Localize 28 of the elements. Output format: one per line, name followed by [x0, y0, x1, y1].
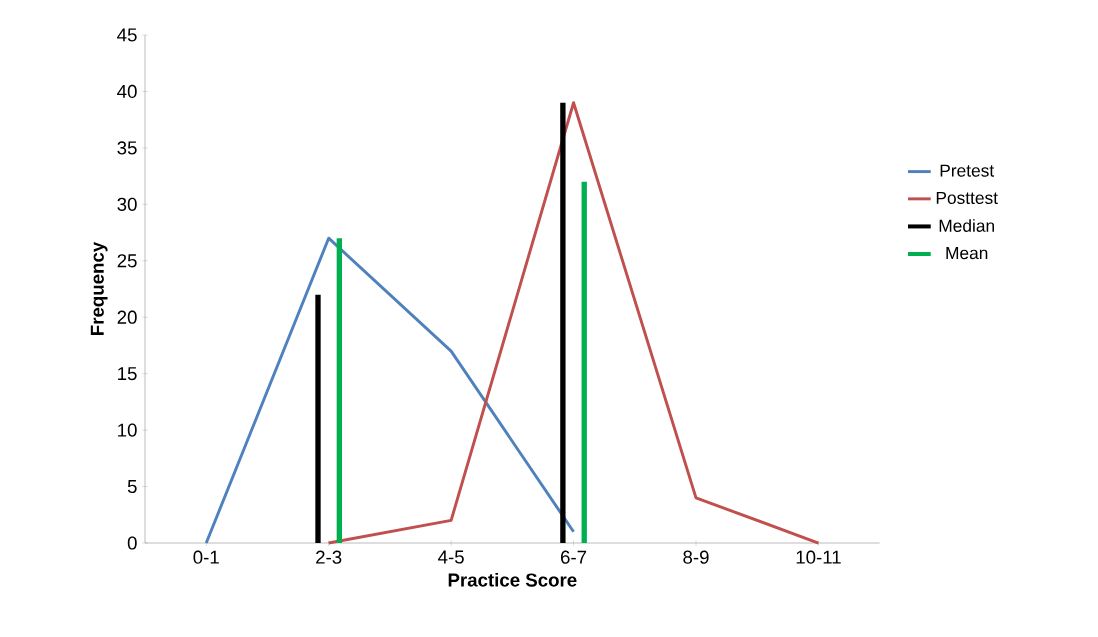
- x-tick-label: 4-5: [438, 550, 464, 564]
- y-tick-label: 10: [118, 423, 137, 437]
- y-tick-label: 15: [118, 367, 137, 381]
- bar: [581, 181, 587, 543]
- line-series: [327, 101, 820, 545]
- y-tick-label: 25: [117, 254, 137, 268]
- bar: [560, 102, 566, 543]
- x-tick-label: 10-11: [796, 550, 841, 564]
- bar: [336, 238, 343, 543]
- legend-label: Median: [939, 219, 994, 232]
- x-axis-title: Practice Score: [448, 572, 577, 587]
- y-tick-label: 35: [117, 141, 137, 155]
- x-tick-label: 0-1: [193, 550, 219, 564]
- legend-label: Posttest: [936, 191, 998, 204]
- y-tick-label: 30: [117, 197, 137, 211]
- y-tick-label: 45: [117, 28, 137, 42]
- x-tick-label: 8-9: [683, 550, 709, 564]
- x-tick-label: 2-3: [316, 550, 342, 564]
- y-tick-label: 0: [127, 536, 137, 550]
- legend-label: Pretest: [940, 164, 995, 177]
- legend-label: Mean: [946, 247, 988, 260]
- y-tick-label: 40: [117, 84, 137, 99]
- line-series: [204, 236, 576, 545]
- bar: [315, 294, 321, 543]
- y-tick-label: 5: [127, 480, 137, 494]
- y-axis-title: Frequency: [90, 241, 108, 335]
- x-tick-label: 6-7: [561, 550, 587, 564]
- y-tick-label: 20: [117, 310, 137, 324]
